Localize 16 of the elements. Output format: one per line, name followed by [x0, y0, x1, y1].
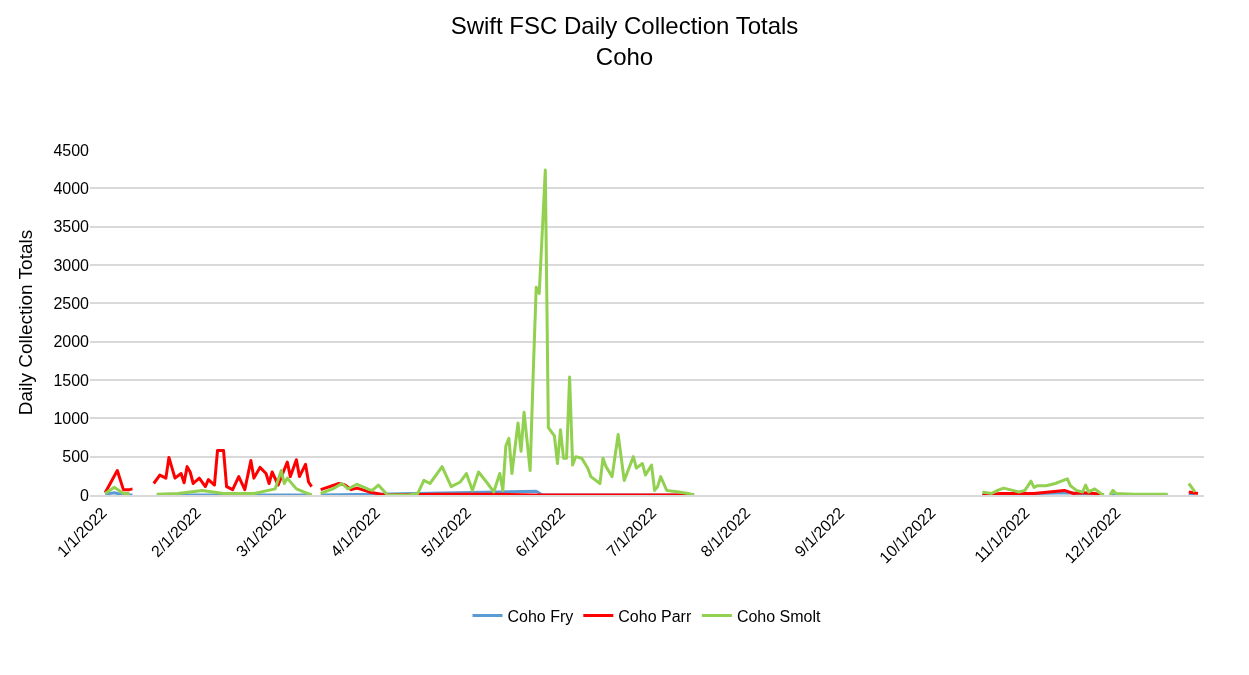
y-tick-label: 1500: [53, 371, 90, 389]
y-tick-label: 500: [62, 448, 90, 466]
chart-subtitle: Coho: [595, 42, 654, 70]
y-tick-label: 0: [80, 486, 90, 504]
y-tick-label: 3500: [53, 218, 90, 236]
y-tick-label: 4000: [53, 179, 90, 197]
chart-title: Swift FSC Daily Collection Totals: [450, 11, 799, 39]
legend-label: Coho Parr: [618, 607, 692, 625]
y-tick-label: 3000: [53, 256, 90, 274]
legend-label: Coho Fry: [507, 607, 574, 625]
y-tick-label: 2000: [53, 333, 90, 351]
y-axis-title: Daily Collection Totals: [15, 229, 37, 416]
y-tick-label: 4500: [53, 141, 90, 159]
y-tick-label: 2500: [53, 294, 90, 312]
legend-label: Coho Smolt: [736, 607, 822, 625]
y-tick-label: 1000: [53, 409, 90, 427]
